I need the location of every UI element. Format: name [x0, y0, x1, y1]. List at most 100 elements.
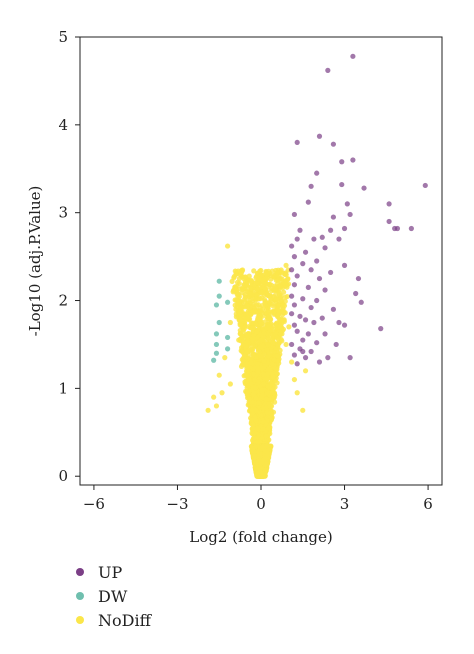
dw-point: [216, 319, 222, 326]
up-point: [297, 227, 303, 233]
nodiff-point: [259, 289, 265, 295]
nodiff-point: [294, 390, 300, 396]
up-point: [289, 293, 295, 299]
up-point: [289, 243, 295, 249]
legend-label-up: UP: [98, 562, 123, 582]
nodiff-point: [227, 381, 233, 387]
nodiff-point: [265, 342, 271, 348]
nodiff-point: [257, 469, 263, 475]
up-point: [291, 322, 298, 328]
up-point: [305, 199, 311, 205]
nodiff-point: [265, 425, 272, 431]
nodiff-point: [275, 343, 281, 349]
legend-item-dw: DW: [72, 584, 272, 608]
nodiff-point: [237, 317, 244, 323]
dw-point: [216, 293, 222, 299]
nodiff-point: [261, 381, 267, 387]
nodiff-point: [257, 344, 263, 350]
nodiff-point: [246, 399, 252, 405]
nodiff-point: [266, 401, 272, 407]
up-point: [311, 236, 317, 242]
up-point: [316, 275, 323, 282]
up-point: [291, 211, 298, 218]
up-point: [350, 157, 356, 163]
up-point: [300, 261, 306, 267]
nodiff-point: [261, 358, 267, 364]
legend: UP DW NoDiff: [72, 560, 272, 632]
nodiff-point: [258, 337, 264, 344]
nodiff-point: [258, 353, 264, 359]
up-point: [336, 236, 342, 242]
up-point: [330, 214, 336, 220]
nodiff-point: [279, 318, 286, 324]
nodiff-point: [278, 284, 284, 290]
up-point: [294, 139, 300, 146]
nodiff-point: [244, 390, 251, 396]
up-point: [325, 355, 331, 361]
nodiff-point: [271, 301, 277, 307]
x-tick-label: 0: [256, 495, 266, 513]
up-point: [339, 159, 345, 165]
up-point: [319, 315, 325, 321]
up-point: [316, 133, 323, 139]
legend-marker-nodiff: [76, 616, 84, 624]
nodiff-point: [262, 298, 269, 305]
axes-layer: −6 −3 0 3 6 0 1 2 3 4 5: [58, 28, 432, 513]
nodiff-point: [216, 372, 222, 378]
nodiff-point: [260, 426, 266, 432]
nodiff-point: [251, 268, 257, 274]
nodiff-point: [250, 421, 256, 428]
nodiff-point: [286, 324, 292, 330]
nodiff-point: [249, 425, 256, 432]
nodiff-point: [211, 394, 217, 400]
nodiff-point: [254, 329, 260, 335]
nodiff-point: [249, 444, 255, 450]
legend-item-up: UP: [72, 560, 272, 584]
nodiff-point: [252, 452, 258, 459]
up-point: [300, 296, 306, 302]
nodiff-point: [229, 278, 235, 284]
up-point: [289, 341, 295, 348]
dw-point: [213, 302, 220, 308]
up-point: [294, 273, 300, 279]
nodiff-point: [256, 276, 262, 282]
up-point: [330, 141, 336, 147]
dw-point: [224, 334, 231, 341]
nodiff-point: [245, 333, 251, 339]
y-tick-label: 4: [58, 116, 68, 134]
nodiff-point: [267, 410, 274, 416]
nodiff-point: [250, 309, 257, 315]
nodiff-point: [245, 368, 252, 375]
nodiff-point: [262, 462, 268, 468]
nodiff-point: [259, 392, 266, 398]
up-point: [322, 245, 328, 251]
up-point: [322, 331, 328, 337]
nodiff-point: [222, 355, 228, 361]
nodiff-point: [245, 340, 251, 346]
nodiff-point: [237, 309, 243, 315]
up-point: [344, 201, 350, 207]
nodiff-point: [272, 377, 278, 384]
nodiff-point: [250, 342, 256, 349]
nodiff-point: [265, 353, 272, 359]
up-point: [353, 290, 359, 297]
nodiff-point: [242, 379, 248, 385]
up-point: [297, 313, 303, 319]
up-point: [333, 341, 339, 348]
nodiff-point: [269, 332, 275, 338]
nodiff-point: [261, 372, 267, 378]
x-axis-label: Log2 (fold change): [189, 528, 333, 546]
nodiff-point: [230, 289, 236, 295]
nodiff-point: [265, 451, 271, 457]
nodiff-point: [269, 361, 275, 367]
up-point: [308, 183, 314, 189]
up-point: [328, 227, 334, 233]
nodiff-point: [213, 403, 220, 409]
nodiff-point: [250, 325, 256, 331]
nodiff-point: [276, 303, 282, 309]
up-point: [350, 53, 356, 59]
nodiff-point: [264, 443, 270, 449]
up-point: [314, 297, 320, 304]
nodiff-point: [274, 307, 281, 313]
